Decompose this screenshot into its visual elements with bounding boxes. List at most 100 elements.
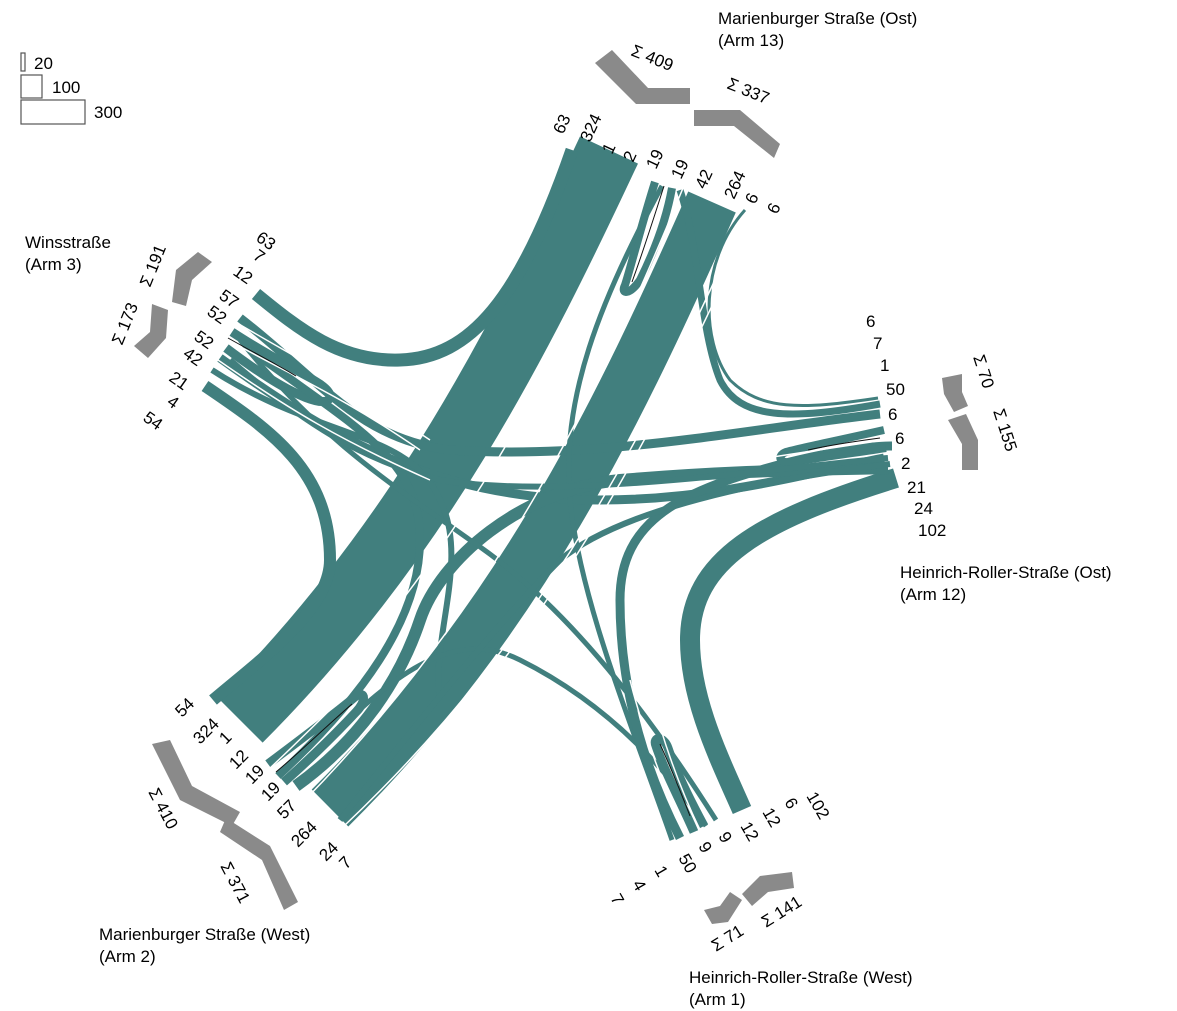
volume-label: 1 (651, 863, 672, 881)
sum-label-arm13-out: Σ 337 (725, 74, 773, 108)
volume-label: 102 (803, 789, 834, 823)
arm12-sub: (Arm 12) (900, 585, 966, 604)
legend-label-100: 100 (52, 78, 80, 97)
hairline-arm1-b (649, 689, 701, 831)
arm2-name: Marienburger Straße (West) (99, 925, 310, 944)
volume-label: 7 (607, 891, 628, 909)
dark-line-arm2 (275, 703, 353, 773)
volume-label: 42 (691, 167, 716, 192)
hairline-arm2-a (349, 215, 755, 833)
legend-box-20 (20, 52, 26, 72)
dark-line-arm12 (807, 437, 881, 451)
arm3-name: Winsstraße (25, 233, 111, 252)
sum-label-arm3-in: Σ 191 (136, 242, 170, 290)
sum-label-arm12-in: Σ 70 (969, 352, 998, 390)
volume-label: 9 (695, 839, 716, 857)
sum-label-arm12-out: Σ 155 (989, 406, 1021, 453)
sum-label-arm13-in: Σ 409 (629, 41, 677, 75)
legend-label-300: 300 (94, 103, 122, 122)
sum-arrow-arm2-out (220, 818, 298, 910)
sum-arrow-arm3-in (172, 252, 212, 306)
volume-label: 1 (215, 728, 235, 748)
volume-label: 54 (171, 694, 198, 721)
volume-label: 50 (886, 380, 905, 399)
hairline-arm3-c (217, 359, 431, 481)
volume-label: 6 (866, 312, 875, 331)
volume-label: 4 (629, 877, 650, 895)
sum-arrow-arm1-in (704, 892, 742, 924)
volume-label: 24 (914, 499, 933, 518)
sum-label-arm1-in: Σ 71 (708, 921, 747, 955)
volume-label: 6 (741, 190, 762, 207)
arm2-sub: (Arm 2) (99, 947, 156, 966)
dark-line-arm1 (659, 743, 691, 817)
stream-arm2-arm13-264 (311, 191, 736, 827)
hairline-arm3-a (231, 319, 431, 441)
arm12-name: Heinrich-Roller-Straße (Ost) (900, 563, 1112, 582)
volume-label: 102 (918, 521, 946, 540)
volume-label: 264 (287, 817, 320, 850)
volume-label: 50 (675, 851, 701, 877)
numbers-arm1: 7 4 1 50 9 9 12 12 6 102 (607, 789, 834, 909)
stream-arm1-arm13-50 (615, 441, 893, 841)
hairline-arm2-b (343, 211, 747, 827)
volume-label: 7 (873, 334, 882, 353)
volume-label: 19 (667, 157, 692, 182)
volume-label: 6 (763, 200, 784, 217)
stream-arm12-arm13-6 (707, 208, 879, 407)
volume-label: 4 (164, 392, 183, 413)
arm3-sub: (Arm 3) (25, 255, 82, 274)
stream-arm3-arm12-52 (237, 314, 881, 457)
stream-arm12-arm2-24 (337, 461, 891, 822)
stream-arm13-arm12-42 (676, 188, 881, 418)
hairline-arm3-b (227, 339, 421, 451)
volume-label: 63 (549, 112, 574, 137)
arm13-sub: (Arm 13) (718, 31, 784, 50)
volume-label: 54 (140, 408, 166, 434)
sum-arrow-arm13-in (595, 50, 690, 104)
hairline-arm12-b (739, 439, 885, 463)
flow-streams (201, 136, 899, 841)
stream-arm12-arm3-21 (228, 357, 889, 490)
numbers-arm12: 6 7 1 50 6 6 2 21 24 102 (866, 312, 946, 540)
sum-label-arm3-out: Σ 173 (108, 300, 142, 348)
stream-arm12-arm1-102 (679, 468, 899, 815)
volume-label: 19 (257, 778, 284, 805)
sum-arrow-arm12-in (942, 374, 968, 412)
volume-label: 6 (781, 795, 802, 813)
stream-arm3-arm13-63 (251, 147, 579, 367)
legend-box-100 (20, 74, 43, 99)
sum-arrow-arm12-out (948, 414, 978, 470)
volume-label: 7 (250, 246, 269, 267)
volume-label: 2 (901, 454, 910, 473)
volume-label: 21 (907, 478, 926, 497)
volume-label: 7 (335, 853, 355, 873)
volume-label: 12 (230, 262, 256, 288)
volume-label: 21 (166, 368, 192, 394)
volume-label: 9 (715, 829, 736, 847)
volume-label: 12 (759, 805, 785, 831)
flow-dark-hairlines (227, 185, 881, 817)
dark-line-arm13 (631, 185, 665, 283)
volume-label: 1 (880, 356, 889, 375)
stream-arm13-uturn (619, 180, 676, 296)
legend-label-20: 20 (34, 54, 53, 73)
volume-label: 6 (895, 429, 904, 448)
legend-box-300 (20, 99, 86, 125)
sum-label-arm2-out: Σ 371 (216, 859, 253, 906)
stream-arm13-arm2-324 (217, 136, 638, 743)
stream-arm3-arm2-54 (201, 381, 337, 705)
arm13-name: Marienburger Straße (Ost) (718, 9, 917, 28)
stream-arm2-arm3-54 (247, 346, 425, 779)
sum-arrow-arm2-in (152, 740, 240, 826)
stream-arm12-uturn (776, 426, 887, 467)
volume-label: 6 (888, 405, 897, 424)
volume-label: 19 (642, 147, 667, 172)
sum-arrow-arm13-out (694, 110, 780, 158)
hairline-arm13b (304, 187, 684, 801)
stream-arm13-arm1-19 (565, 184, 675, 841)
arm1-name: Heinrich-Roller-Straße (West) (689, 968, 913, 987)
hairline-arm13 (279, 171, 644, 741)
arm1-sub: (Arm 1) (689, 990, 746, 1009)
